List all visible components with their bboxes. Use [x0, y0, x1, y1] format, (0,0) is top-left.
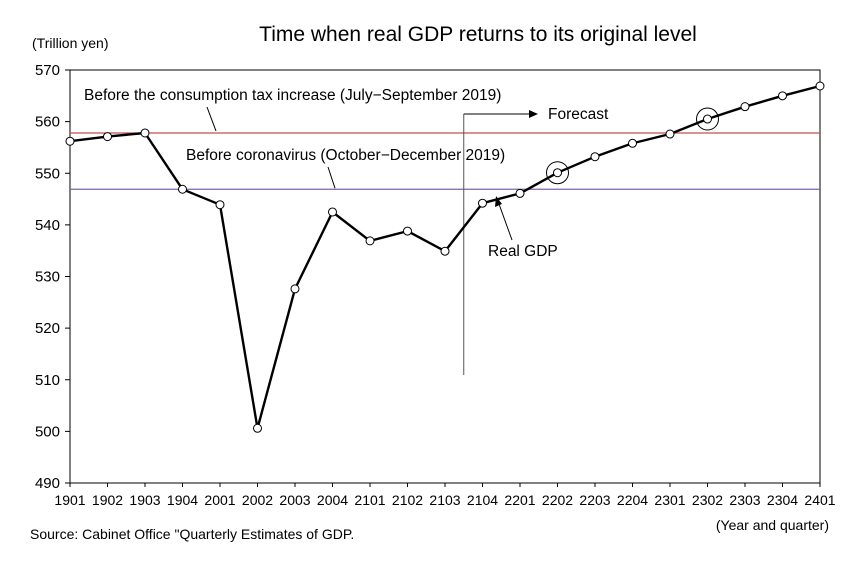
forecast-label: Forecast	[548, 106, 609, 123]
series-label-arrow-head	[495, 196, 502, 207]
data-point	[215, 200, 225, 210]
plot-frame	[69, 69, 821, 484]
data-point	[553, 168, 562, 178]
y-tick-label: 550	[35, 165, 60, 182]
x-tick-label: 2101	[354, 492, 385, 508]
source-note: Source: Cabinet Office "Quarterly Estima…	[30, 526, 354, 542]
y-tick-label: 560	[35, 114, 60, 131]
x-tick-label: 2204	[617, 492, 648, 508]
x-tick-label: 2202	[542, 492, 573, 508]
x-tick-label: 2004	[317, 492, 348, 508]
data-point	[178, 184, 187, 194]
y-tick-label: 510	[35, 372, 60, 389]
data-point	[65, 136, 75, 146]
data-point	[628, 138, 637, 148]
x-tick-label: 1901	[54, 492, 85, 508]
highlight-ring	[696, 107, 719, 131]
x-tick-label: 2003	[279, 492, 310, 508]
x-tick-label: 2203	[579, 492, 610, 508]
data-point	[590, 152, 600, 162]
highlight-ring	[546, 161, 569, 185]
reference-label-tax: Before the consumption tax increase (Jul…	[84, 87, 501, 104]
data-point	[778, 91, 787, 101]
y-tick-label: 520	[35, 320, 60, 337]
data-point	[740, 102, 750, 112]
x-tick-label: 2302	[692, 492, 723, 508]
x-tick-label: 2002	[242, 492, 273, 508]
reference-leader-corona	[327, 166, 336, 189]
reference-label-corona: Before coronavirus (October−December 201…	[186, 147, 505, 164]
y-tick-label: 500	[35, 423, 60, 440]
data-point	[103, 132, 112, 142]
x-tick-label: 1904	[167, 492, 198, 508]
data-point	[290, 284, 300, 294]
data-point	[365, 236, 375, 246]
x-tick-label: 1903	[129, 492, 160, 508]
x-tick-label: 1902	[92, 492, 123, 508]
x-tick-label: 2401	[804, 492, 835, 508]
data-point	[815, 81, 825, 91]
data-point	[140, 128, 150, 138]
x-tick-label: 2301	[654, 492, 685, 508]
plot-area: 490 500 510 520 530 540 550 560 570 1901 1902 1903 1…	[35, 62, 836, 508]
reference-leader-tax	[206, 106, 217, 132]
y-axis-label: (Trillion yen)	[32, 35, 109, 51]
x-tick-label: 2104	[467, 492, 498, 508]
y-tick-label: 490	[35, 475, 60, 492]
x-tick-label: 2102	[392, 492, 423, 508]
data-point	[665, 129, 675, 139]
data-point	[328, 207, 337, 217]
x-tick-label: 2001	[204, 492, 235, 508]
data-point	[403, 226, 412, 236]
chart-title: Time when real GDP returns to its origin…	[259, 23, 697, 46]
data-point	[703, 114, 712, 124]
series-label: Real GDP	[488, 243, 558, 260]
y-tick-label: 570	[35, 62, 60, 79]
data-point	[478, 198, 487, 208]
x-tick-label: 2304	[767, 492, 798, 508]
series-label-arrow-line	[498, 203, 513, 241]
y-tick-label: 530	[35, 269, 60, 286]
x-tick-label: 2303	[729, 492, 760, 508]
data-point	[440, 246, 450, 256]
forecast-arrow-head	[529, 110, 538, 118]
data-point	[253, 423, 262, 433]
x-axis-label: (Year and quarter)	[716, 517, 829, 533]
x-tick-label: 2103	[429, 492, 460, 508]
data-point	[515, 188, 525, 198]
x-tick-label: 2201	[504, 492, 535, 508]
series-line-real-gdp	[69, 84, 821, 430]
y-tick-label: 540	[35, 217, 60, 234]
